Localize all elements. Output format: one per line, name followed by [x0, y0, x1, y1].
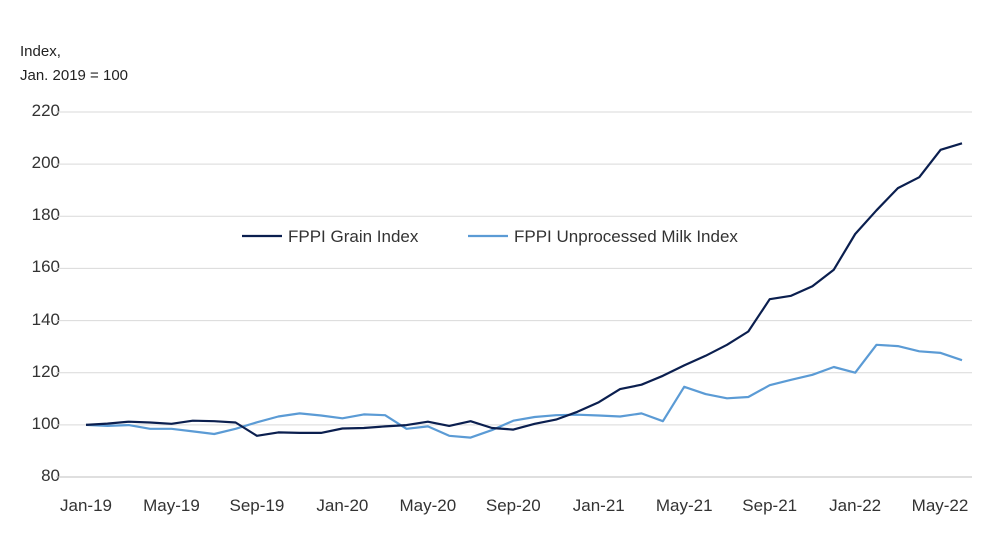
x-tick-label: Sep-20	[485, 496, 541, 515]
x-tick-label: Jan-19	[60, 496, 112, 515]
y-tick-label: 120	[31, 361, 60, 381]
legend-grain-label: FPPI Grain Index	[288, 227, 419, 246]
y-axis-unit-line-1: Index,	[20, 43, 61, 60]
y-axis-unit-line-2: Jan. 2019 = 100	[20, 67, 129, 84]
x-tick-label: Jan-21	[572, 496, 625, 515]
series-line-grain	[85, 142, 963, 437]
y-tick-label: 200	[31, 153, 60, 173]
y-tick-label: 220	[31, 101, 60, 120]
y-tick-label: 100	[31, 413, 60, 433]
series-line-milk	[85, 343, 963, 439]
x-tick-label: Sep-19	[229, 496, 285, 515]
legend-milk-label: FPPI Unprocessed Milk Index	[514, 227, 738, 246]
y-tick-label: 80	[41, 466, 60, 485]
y-tick-label: 140	[31, 309, 60, 329]
x-tick-label: Jan-20	[316, 496, 369, 515]
y-axis-unit-label: Index, Jan. 2019 = 100	[20, 40, 128, 88]
x-tick-label: May-20	[399, 496, 457, 515]
x-tick-label: Sep-21	[742, 496, 798, 515]
y-tick-label: 180	[31, 205, 60, 225]
x-tick-label: May-22	[911, 496, 969, 515]
x-tick-label: Jan-22	[829, 496, 882, 515]
x-tick-label: May-19	[143, 496, 200, 515]
y-tick-label: 160	[31, 257, 60, 277]
x-tick-label: May-21	[655, 496, 713, 515]
